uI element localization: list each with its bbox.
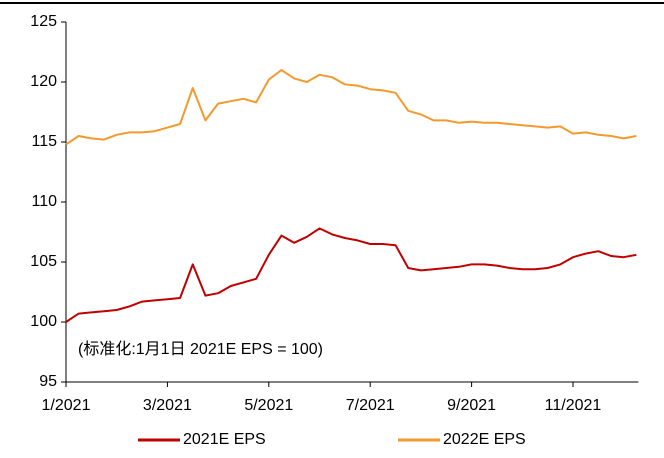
y-tick-label: 125 bbox=[30, 13, 57, 30]
y-tick-label: 120 bbox=[30, 73, 57, 90]
x-tick-label: 5/2021 bbox=[244, 397, 293, 414]
y-tick-label: 105 bbox=[30, 253, 57, 270]
line bbox=[65, 227, 637, 323]
y-tick-label: 100 bbox=[30, 313, 57, 330]
x-tick-label: 11/2021 bbox=[545, 397, 602, 414]
x-tick-label: 1/2021 bbox=[42, 397, 91, 414]
legend-label: 2021E EPS bbox=[183, 431, 266, 448]
x-tick-label: 3/2021 bbox=[143, 397, 192, 414]
y-tick-label: 110 bbox=[31, 193, 57, 210]
annotation: (标准化:1月1日 2021E EPS = 100) bbox=[78, 340, 323, 358]
x-tick-label: 7/2021 bbox=[346, 397, 395, 414]
line bbox=[65, 69, 637, 146]
y-tick-label: 95 bbox=[39, 373, 57, 390]
legend-label: 2022E EPS bbox=[443, 431, 526, 448]
x-tick-label: 9/2021 bbox=[447, 397, 496, 414]
y-tick-label: 115 bbox=[31, 133, 57, 150]
